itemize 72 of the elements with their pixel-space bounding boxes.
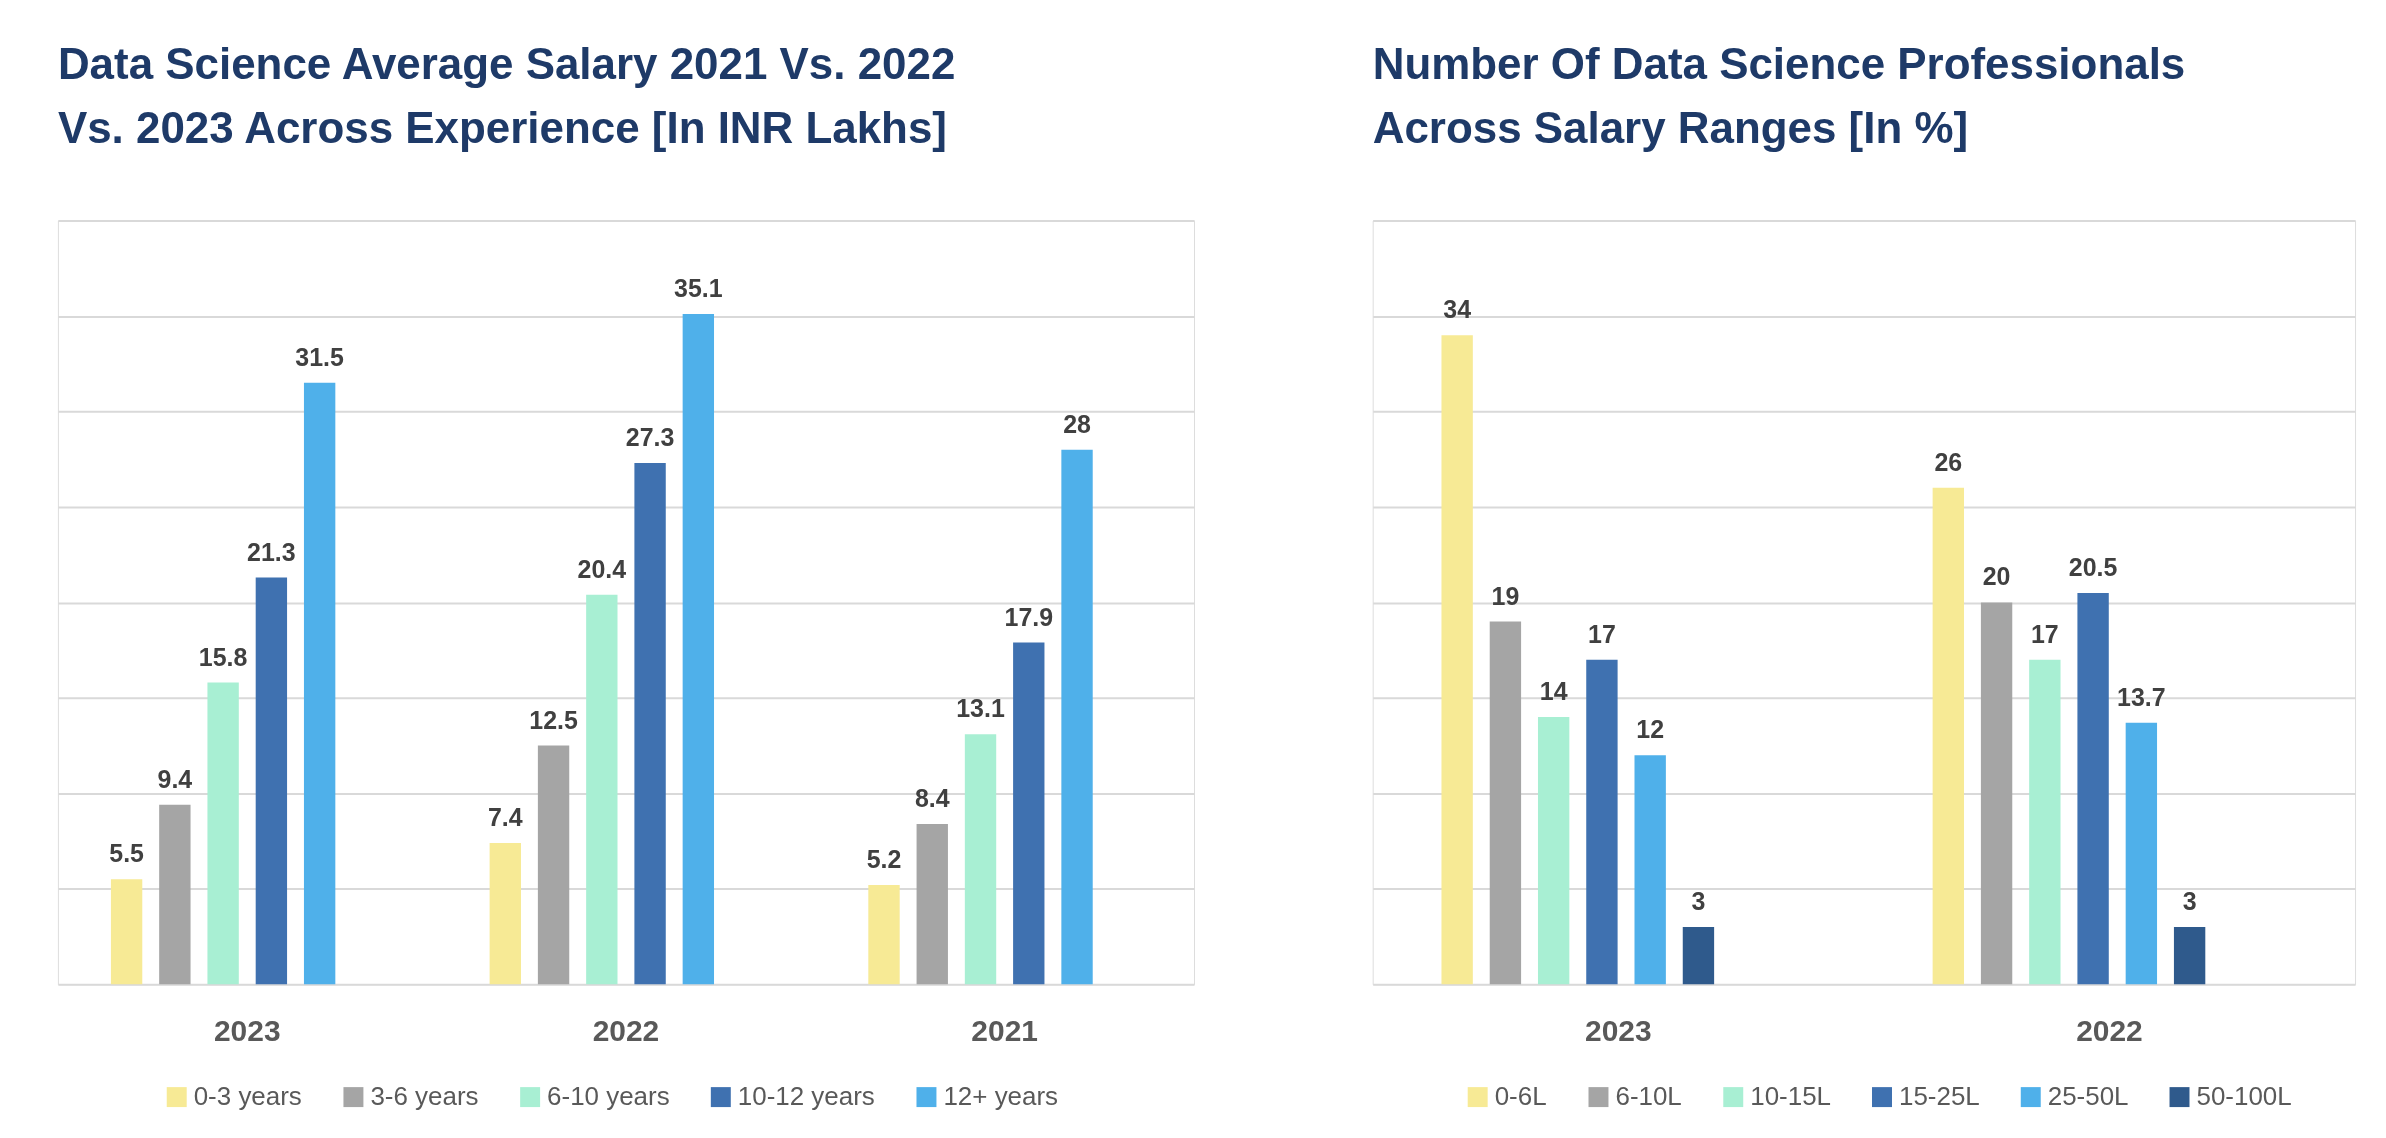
data-label: 15.8	[198, 642, 248, 671]
data-label: 17	[1588, 619, 1616, 648]
bar	[1932, 487, 1965, 985]
chart-title: Number Of Data Science Professionals Across Salary Ranges [In %]	[1372, 38, 2186, 152]
data-label: 20.4	[577, 554, 627, 583]
bar	[2029, 659, 2061, 985]
bar	[2173, 927, 2206, 985]
data-label: 7.4	[487, 803, 523, 832]
bar	[207, 682, 239, 985]
bar	[868, 885, 900, 985]
bar	[1061, 449, 1093, 985]
data-label: 5.2	[866, 845, 902, 874]
x-tick-label: 2022	[2076, 1013, 2143, 1047]
bar	[634, 463, 666, 985]
legend-label: 50-100L	[2196, 1082, 2292, 1111]
data-label: 3	[1691, 887, 1706, 916]
data-label: 14	[1539, 677, 1568, 706]
bar	[159, 804, 191, 985]
bar	[110, 879, 143, 985]
data-label: 20	[1982, 562, 2011, 591]
bar	[2125, 722, 2158, 985]
bar	[1013, 642, 1045, 985]
bar	[303, 382, 336, 985]
data-label: 12.5	[529, 705, 578, 734]
data-label: 17.9	[1004, 602, 1054, 631]
data-label: 20.5	[2068, 552, 2118, 581]
data-label: 5.5	[109, 839, 145, 868]
legend-label: 0-6L	[1494, 1082, 1547, 1111]
data-label: 13.7	[2117, 682, 2166, 711]
legend-label: 15-25L	[1898, 1082, 1980, 1111]
data-label: 28	[1063, 409, 1092, 438]
data-label: 3	[2182, 887, 2197, 916]
bar	[1441, 335, 1473, 985]
data-label: 13.1	[956, 694, 1005, 723]
bar	[916, 823, 948, 985]
data-label: 19	[1491, 581, 1520, 610]
data-label: 21.3	[247, 537, 296, 566]
x-tick-label: 2023	[1584, 1013, 1652, 1047]
bar	[1682, 927, 1715, 985]
bar	[1634, 755, 1666, 985]
data-label: 17	[2030, 619, 2059, 648]
bar	[489, 843, 521, 985]
bar	[2077, 592, 2109, 985]
data-label: 34	[1443, 295, 1472, 324]
bar	[1489, 621, 1522, 985]
x-tick-label: 2022	[592, 1013, 660, 1047]
data-label: 9.4	[157, 764, 193, 793]
chart-title: Data Science Average Salary 2021 Vs. 2022 Vs. 2023 Across Experience [In INR Lakhs]	[57, 38, 956, 152]
legend-label: 6-10 years	[547, 1082, 670, 1111]
data-label: 31.5	[295, 342, 345, 371]
legend-label: 25-50L	[2047, 1082, 2129, 1111]
x-tick-label: 2021	[971, 1013, 1038, 1047]
bar	[682, 314, 715, 985]
legend-label: 10-15L	[1750, 1082, 1831, 1111]
x-tick-label: 2023	[213, 1013, 281, 1047]
bar	[1586, 659, 1618, 985]
bar	[1980, 602, 2013, 985]
data-label: 35.1	[674, 274, 723, 303]
data-label: 8.4	[914, 783, 950, 812]
data-label: 12	[1636, 715, 1665, 744]
legend-label: 0-3 years	[193, 1082, 302, 1111]
bar	[255, 577, 288, 985]
data-label: 26	[1934, 447, 1963, 476]
bar	[1537, 716, 1570, 985]
legend-label: 6-10L	[1615, 1082, 1682, 1111]
legend-label: 12+ years	[943, 1082, 1059, 1111]
bar	[586, 594, 618, 985]
bar	[964, 734, 997, 985]
bar	[537, 745, 570, 985]
legend-label: 10-12 years	[737, 1082, 875, 1111]
legend-label: 3-6 years	[370, 1082, 479, 1111]
data-label: 27.3	[625, 423, 675, 452]
